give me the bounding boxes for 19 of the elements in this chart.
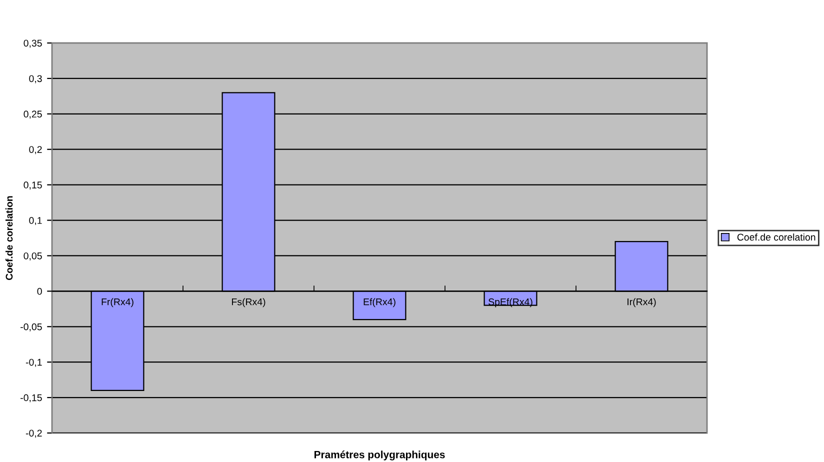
y-tick-label: 0,15 — [24, 182, 42, 190]
y-tick-label: 0 — [37, 288, 42, 295]
y-tick-label: -0,15 — [20, 394, 42, 402]
y-tick-label: 0,05 — [24, 252, 42, 260]
x-tick-label: Ef(Rx4) — [364, 298, 396, 308]
y-tick-label: 0,3 — [29, 75, 42, 84]
x-tick-label: Fs(Rx4) — [232, 298, 266, 308]
y-tick-label: 0,35 — [24, 40, 42, 48]
x-axis-title: Pramétres polygraphiques — [314, 450, 445, 460]
y-tick-label: -0,05 — [20, 323, 42, 332]
y-tick-label: -0,1 — [26, 358, 42, 367]
y-tick-label: 0,1 — [29, 217, 42, 226]
legend-label: Coef.de corelation — [737, 233, 816, 241]
x-tick-label: Fr(Rx4) — [102, 298, 134, 308]
x-tick-label: Ir(Rx4) — [628, 298, 656, 308]
y-axis-title: Coef.de corelation — [6, 196, 13, 280]
y-tick-label: -0,2 — [26, 430, 42, 438]
y-tick-label: 0,2 — [29, 146, 42, 154]
y-tick-label: 0,25 — [24, 110, 42, 119]
